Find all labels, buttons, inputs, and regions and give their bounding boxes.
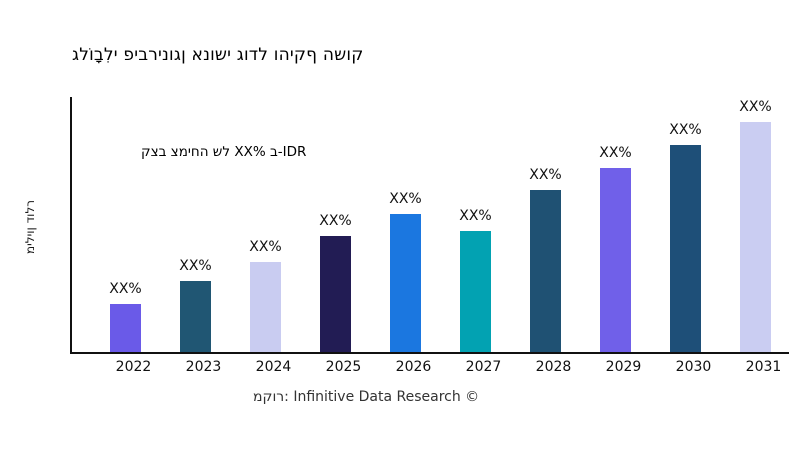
x-tick-label-2025: 2025 (325, 359, 362, 375)
x-tick-label-2028: 2028 (535, 359, 572, 375)
source-attribution: מקור: Infinitive Data Research © (253, 389, 479, 405)
bar-value-label-2030: XX% (669, 122, 702, 138)
bar-value-label-2024: XX% (249, 239, 282, 255)
y-axis-line (70, 97, 72, 353)
bar-2023 (180, 281, 211, 352)
bar-value-label-2022: XX% (109, 281, 142, 297)
bar-2027 (460, 231, 491, 352)
bar-value-label-2027: XX% (459, 208, 492, 224)
bar-value-label-2026: XX% (389, 191, 422, 207)
x-tick-label-2026: 2026 (395, 359, 432, 375)
bar-2022 (110, 304, 141, 352)
chart-title-text: גלוֹבָלִי פיברינוגן אנושי גודל והיקף השו… (72, 45, 364, 65)
x-tick-label-2027: 2027 (465, 359, 502, 375)
bar-value-label-2028: XX% (529, 167, 562, 183)
y-axis-label: מיליון דולר (23, 200, 37, 254)
x-axis-line (70, 352, 789, 354)
y-axis-label-text: מיליון דולר (23, 199, 37, 255)
bar-2026 (390, 214, 421, 352)
bar-value-label-2029: XX% (599, 145, 632, 161)
bar-2029 (600, 168, 631, 352)
bar-value-label-2023: XX% (179, 258, 212, 274)
bar-2025 (320, 236, 351, 352)
bar-value-label-2031: XX% (739, 99, 772, 115)
growth-rate-annotation-text: קצב צמיחה של XX% ב-IDR (141, 144, 307, 160)
growth-rate-annotation: קצב צמיחה של XX% ב-IDR (141, 144, 306, 160)
source-attribution-text: מקור: Infinitive Data Research © (253, 389, 480, 405)
x-tick-label-2031: 2031 (745, 359, 782, 375)
x-tick-label-2023: 2023 (185, 359, 222, 375)
x-tick-label-2024: 2024 (255, 359, 292, 375)
bar-2031 (740, 122, 771, 352)
bar-2024 (250, 262, 281, 352)
chart-title: גלוֹבָלִי פיברינוגן אנושי גודל והיקף השו… (72, 45, 363, 65)
bar-2030 (670, 145, 701, 352)
bar-value-label-2025: XX% (319, 213, 352, 229)
x-tick-label-2022: 2022 (115, 359, 152, 375)
bar-2028 (530, 190, 561, 352)
x-tick-label-2029: 2029 (605, 359, 642, 375)
x-tick-label-2030: 2030 (675, 359, 712, 375)
